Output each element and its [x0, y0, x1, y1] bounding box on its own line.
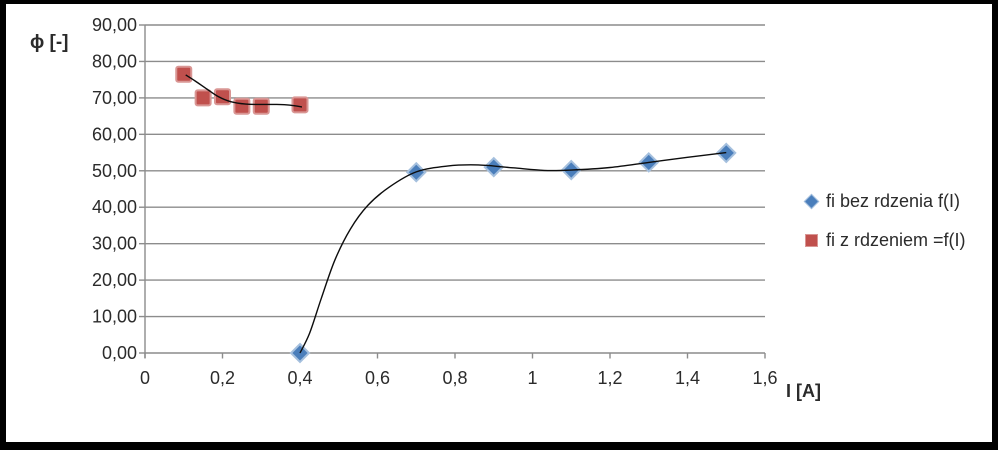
y-tick-label: 20,00: [92, 270, 137, 290]
x-tick-label: 0,6: [365, 368, 390, 388]
square-marker-icon: [805, 233, 818, 247]
legend-label: fi bez rdzenia f(I): [826, 190, 961, 211]
x-tick-label: 0,2: [210, 368, 235, 388]
legend-label: fi z rdzeniem =f(I): [826, 229, 966, 250]
x-tick-label: 1,2: [597, 368, 622, 388]
legend-item-fi-bez-rdzenia: fi bez rdzenia f(I): [803, 190, 966, 212]
y-tick-label: 80,00: [92, 51, 137, 71]
x-tick-label: 0: [140, 368, 150, 388]
y-tick-label: 30,00: [92, 234, 137, 254]
x-tick-label: 1,4: [675, 368, 700, 388]
x-tick-label: 0,4: [287, 368, 312, 388]
y-tick-label: 70,00: [92, 88, 137, 108]
diamond-marker-icon: [803, 193, 820, 209]
x-tick-label: 1: [527, 368, 537, 388]
trendline: [299, 151, 727, 354]
x-tick-label: 1,6: [752, 368, 777, 388]
x-axis-title: I [A]: [786, 381, 821, 401]
y-tick-label: 0,00: [102, 343, 137, 363]
data-point-square: [194, 89, 212, 107]
data-point-square: [175, 65, 193, 83]
y-axis-title: ϕ [-]: [30, 32, 69, 53]
data-point-diamond: [483, 156, 505, 178]
y-tick-label: 10,00: [92, 307, 137, 327]
data-point-square: [252, 97, 270, 115]
y-tick-label: 50,00: [92, 161, 137, 181]
legend-item-fi-z-rdzeniem: fi z rdzeniem =f(I): [804, 229, 966, 251]
y-tick-label: 90,00: [92, 15, 137, 35]
data-point-square: [233, 97, 251, 115]
legend: fi bez rdzenia f(I) fi z rdzeniem =f(I): [803, 190, 966, 268]
x-tick-label: 0,8: [442, 368, 467, 388]
data-point-square: [291, 96, 309, 114]
y-tick-label: 40,00: [92, 197, 137, 217]
trendline: [185, 74, 303, 108]
y-tick-label: 60,00: [92, 124, 137, 144]
